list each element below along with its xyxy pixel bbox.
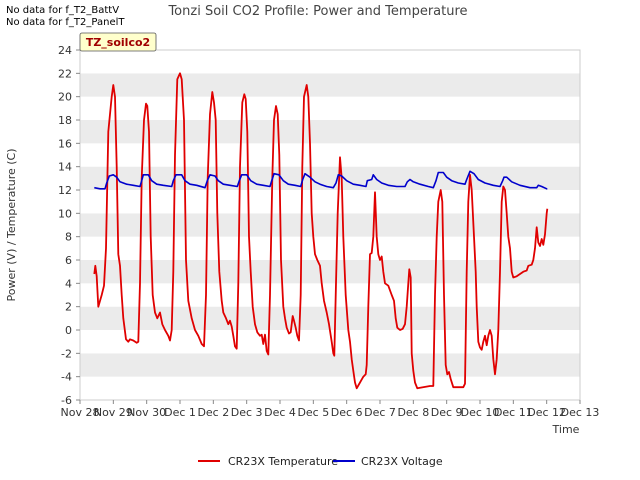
plot-lines	[93, 72, 549, 390]
voltage-series-line	[94, 170, 548, 190]
y-tick-label: 20	[58, 91, 72, 104]
y-tick-label: 16	[58, 137, 72, 150]
legend-label-temperature: CR23X Temperature	[228, 455, 338, 468]
grid-band	[80, 213, 580, 237]
legend-label-voltage: CR23X Voltage	[361, 455, 443, 468]
grid-band	[80, 120, 580, 144]
site-label-text: TZ_soilco2	[86, 36, 150, 49]
plot-background	[80, 50, 580, 400]
x-tick-label: Dec 12	[527, 406, 566, 419]
legend: CR23X Temperature CR23X Voltage	[198, 455, 443, 468]
y-tick-label: 12	[58, 184, 72, 197]
plot-frame	[79, 49, 581, 401]
x-tick-label: Dec 8	[397, 406, 429, 419]
x-tick-label: Dec 10	[461, 406, 500, 419]
y-tick-label: 24	[58, 44, 72, 57]
x-tick-label: Dec 3	[231, 406, 263, 419]
temperature-series-line	[93, 72, 549, 390]
grid-band	[80, 236, 580, 260]
y-axis-label: Power (V) / Temperature (C)	[5, 148, 18, 301]
y-tick-label: 22	[58, 67, 72, 80]
y-tick-label: 10	[58, 207, 72, 220]
site-label: TZ_soilco2	[79, 32, 157, 52]
grid-band	[80, 50, 580, 74]
x-tick-label: Dec 1	[164, 406, 196, 419]
x-tick-label: Dec 7	[364, 406, 396, 419]
x-tick-label: Dec 6	[331, 406, 363, 419]
grid-band	[80, 166, 580, 190]
x-axis-label: Time	[552, 423, 580, 436]
x-tick-label: Dec 13	[561, 406, 600, 419]
no-data-message-battv: No data for f_T2_BattV	[6, 5, 120, 16]
y-tick-label: 2	[65, 301, 72, 314]
grid-band	[80, 73, 580, 97]
chart-title: Tonzi Soil CO2 Profile: Power and Temper…	[167, 4, 467, 19]
site-label-box	[79, 32, 157, 52]
x-tick-label: Nov 30	[127, 406, 166, 419]
grid-band	[80, 376, 580, 400]
y-tick-label: 6	[65, 254, 72, 267]
x-tick-label: Dec 9	[431, 406, 463, 419]
y-tick-label: 14	[58, 161, 72, 174]
grid-band	[80, 96, 580, 120]
x-tick-label: Dec 11	[494, 406, 533, 419]
x-tick-label: Dec 4	[264, 406, 296, 419]
y-tick-label: -4	[61, 371, 72, 384]
grid-band	[80, 190, 580, 214]
y-tick-label: 4	[65, 277, 72, 290]
no-data-message-panelt: No data for f_T2_PanelT	[6, 17, 125, 28]
grid-band	[80, 143, 580, 167]
y-tick-label: 8	[65, 231, 72, 244]
y-tick-label: 0	[65, 324, 72, 337]
x-tick-label: Dec 2	[197, 406, 229, 419]
y-tick-label: -2	[61, 347, 72, 360]
grid-band	[80, 353, 580, 377]
x-tick-label: Dec 5	[297, 406, 329, 419]
grid-band	[80, 283, 580, 307]
x-tick-label: Nov 29	[94, 406, 133, 419]
x-tick-label: Nov 28	[61, 406, 100, 419]
grid-band	[80, 260, 580, 284]
y-tick-label: 18	[58, 114, 72, 127]
y-tick-label: -6	[61, 394, 72, 407]
